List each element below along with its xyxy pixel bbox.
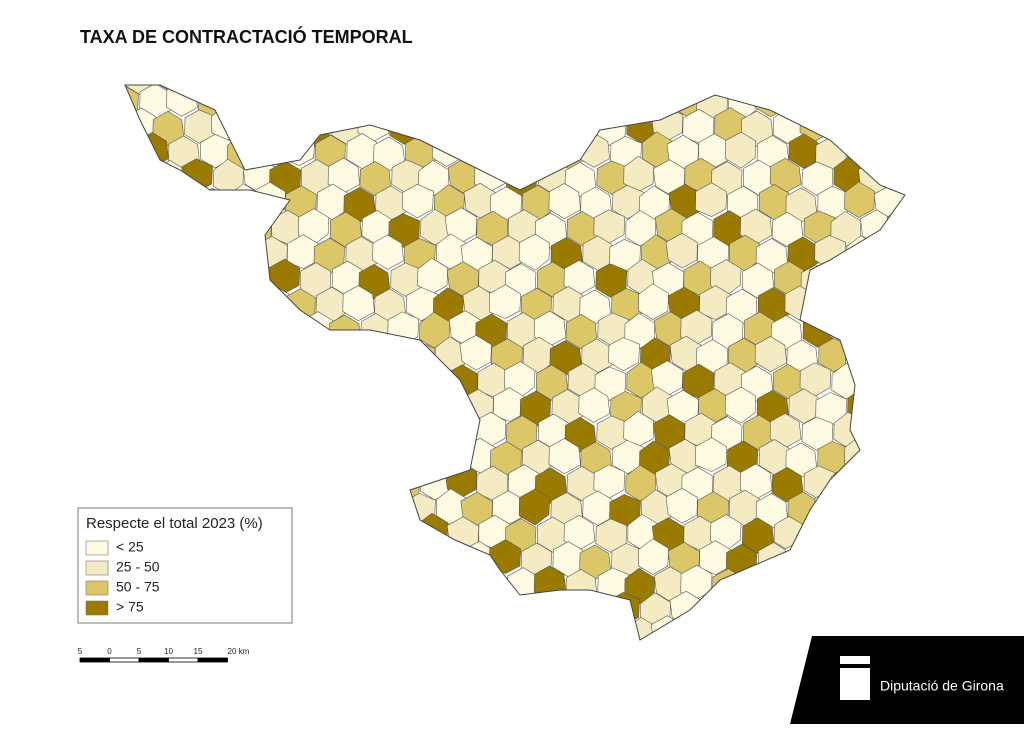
municipality xyxy=(754,336,788,373)
municipality xyxy=(699,540,732,575)
scale-bar: 5 0 5 10 15 20 km xyxy=(78,647,250,663)
legend-label: 50 - 75 xyxy=(116,579,160,595)
municipality xyxy=(459,334,492,371)
legend-label: < 25 xyxy=(116,539,144,555)
municipality xyxy=(695,182,728,218)
logo-shield xyxy=(840,668,870,700)
legend-swatch xyxy=(85,600,109,616)
scale-segment xyxy=(79,657,110,663)
municipality xyxy=(638,538,669,575)
municipality xyxy=(548,438,581,475)
municipality xyxy=(695,437,728,472)
municipality xyxy=(788,133,821,169)
scale-label: 0 xyxy=(107,647,112,656)
logo: Diputació de Girona xyxy=(790,636,1024,724)
municipality xyxy=(801,161,834,196)
municipality xyxy=(844,181,876,218)
municipality xyxy=(535,364,569,401)
legend-swatch xyxy=(85,560,109,576)
municipality xyxy=(595,518,628,553)
municipality xyxy=(286,234,319,269)
legend-label: 25 - 50 xyxy=(116,559,160,575)
municipality xyxy=(595,263,628,298)
municipality xyxy=(564,162,597,198)
municipality xyxy=(771,212,804,248)
scale-segment xyxy=(138,657,169,663)
municipality xyxy=(801,416,834,451)
scale-segment xyxy=(197,657,228,663)
municipality xyxy=(492,387,525,422)
municipality xyxy=(565,314,598,350)
legend-box xyxy=(77,507,293,624)
scale-label: 20 km xyxy=(228,647,250,656)
municipality xyxy=(359,161,392,197)
municipality xyxy=(582,490,615,526)
municipality xyxy=(608,337,640,372)
scale-segment xyxy=(168,657,199,663)
municipality xyxy=(578,387,611,423)
logo-crown xyxy=(840,656,870,664)
legend-label: > 75 xyxy=(116,599,144,615)
scale-label: 15 xyxy=(194,647,203,656)
municipality xyxy=(665,487,698,524)
municipality xyxy=(594,366,627,401)
municipality xyxy=(612,440,644,475)
municipality xyxy=(402,183,434,219)
municipality xyxy=(406,287,438,322)
municipality xyxy=(582,235,615,271)
municipality xyxy=(699,285,732,320)
municipality xyxy=(342,285,375,322)
municipality xyxy=(518,233,551,271)
municipality xyxy=(665,232,698,269)
scale-label: 5 xyxy=(78,647,83,656)
scale-segment xyxy=(109,657,140,663)
municipality xyxy=(741,262,775,299)
legend-swatch xyxy=(85,580,109,596)
municipality xyxy=(518,488,551,526)
municipality xyxy=(638,283,669,320)
municipality xyxy=(771,467,804,503)
municipality xyxy=(152,111,185,147)
municipality xyxy=(741,517,775,554)
municipality xyxy=(724,131,757,169)
municipality xyxy=(329,211,363,248)
legend: Respecte el total 2023 (%) < 25 25 - 50 50… xyxy=(77,507,293,624)
municipality xyxy=(488,284,521,319)
region-outline xyxy=(124,84,906,641)
legend-swatch xyxy=(85,540,109,556)
scale-label: 10 xyxy=(164,647,173,656)
municipality xyxy=(724,386,757,424)
municipality xyxy=(372,234,404,270)
municipality xyxy=(388,213,420,248)
legend-title: Respecte el total 2023 (%) xyxy=(86,515,263,532)
scale-label: 5 xyxy=(137,647,142,656)
municipality xyxy=(548,183,581,220)
municipality xyxy=(788,388,821,424)
logo-text: Diputació de Girona xyxy=(880,678,1004,694)
municipality xyxy=(612,184,644,220)
map-title: TAXA DE CONTRACTACIÓ TEMPORAL xyxy=(80,26,413,47)
